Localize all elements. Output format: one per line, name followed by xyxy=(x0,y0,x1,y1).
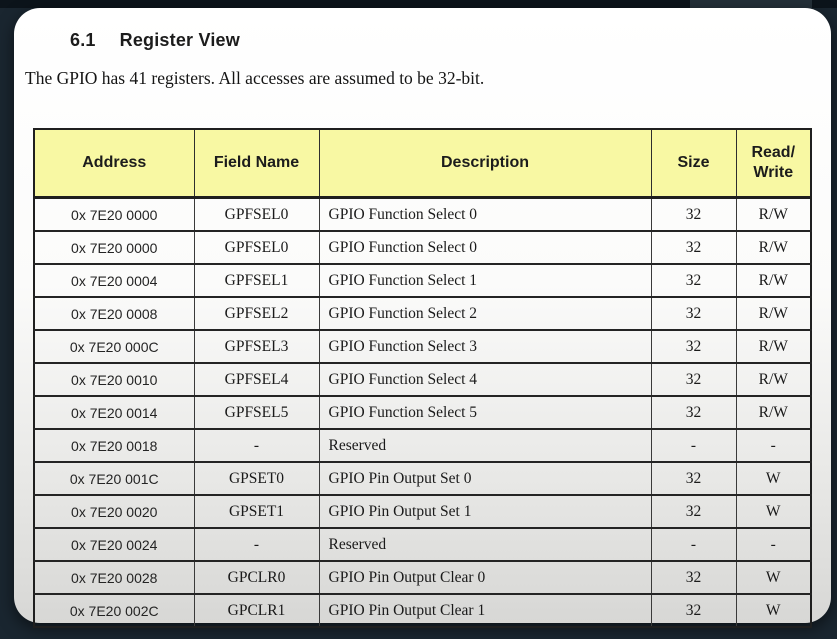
description-cell: GPIO Pin Output Set 1 xyxy=(318,495,652,528)
address-cell: 0x 7E20 0024 xyxy=(33,528,195,561)
column-header-size: Size xyxy=(650,129,737,199)
section-number: 6.1 xyxy=(70,30,96,50)
description-cell: GPIO Pin Output Set 0 xyxy=(318,462,652,495)
address-cell: 0x 7E20 0004 xyxy=(33,264,195,297)
address-cell: 0x 7E20 0000 xyxy=(33,197,195,231)
field-name-cell: - xyxy=(193,528,320,561)
size-cell: 32 xyxy=(650,495,737,528)
size-cell: - xyxy=(650,528,737,561)
top-edge-highlight xyxy=(690,0,812,8)
size-cell: 32 xyxy=(650,363,737,396)
size-cell: - xyxy=(650,429,737,462)
header-row: Address Field Name Description Size Read… xyxy=(33,129,812,199)
table-row: 0x 7E20 0000 GPFSEL0 GPIO Function Selec… xyxy=(33,231,812,264)
address-cell: 0x 7E20 002C xyxy=(33,594,195,627)
table-row: 0x 7E20 0028 GPCLR0 GPIO Pin Output Clea… xyxy=(33,561,812,594)
read-write-cell: - xyxy=(735,528,812,561)
description-cell: GPIO Pin Output Clear 1 xyxy=(318,594,652,627)
field-name-cell: GPFSEL5 xyxy=(193,396,320,429)
column-header-description: Description xyxy=(318,129,652,199)
address-cell: 0x 7E20 0018 xyxy=(33,429,195,462)
column-header-field-name: Field Name xyxy=(193,129,320,199)
field-name-cell: GPSET1 xyxy=(193,495,320,528)
description-cell: GPIO Function Select 4 xyxy=(318,363,652,396)
read-write-cell: R/W xyxy=(735,231,812,264)
address-cell: 0x 7E20 0014 xyxy=(33,396,195,429)
column-header-read-write: Read/ Write xyxy=(735,129,812,199)
address-cell: 0x 7E20 0010 xyxy=(33,363,195,396)
read-write-cell: W xyxy=(735,561,812,594)
field-name-cell: GPFSEL4 xyxy=(193,363,320,396)
read-write-cell: W xyxy=(735,462,812,495)
register-table-body: 0x 7E20 0000 GPFSEL0 GPIO Function Selec… xyxy=(33,197,812,627)
description-cell: GPIO Function Select 2 xyxy=(318,297,652,330)
field-name-cell: GPFSEL0 xyxy=(193,197,320,231)
table-row: 0x 7E20 000C GPFSEL3 GPIO Function Selec… xyxy=(33,330,812,363)
table-row: 0x 7E20 0008 GPFSEL2 GPIO Function Selec… xyxy=(33,297,812,330)
address-cell: 0x 7E20 0020 xyxy=(33,495,195,528)
description-cell: GPIO Function Select 3 xyxy=(318,330,652,363)
address-cell: 0x 7E20 0008 xyxy=(33,297,195,330)
description-cell: GPIO Function Select 1 xyxy=(318,264,652,297)
field-name-cell: GPFSEL1 xyxy=(193,264,320,297)
field-name-cell: GPCLR1 xyxy=(193,594,320,627)
address-cell: 0x 7E20 0000 xyxy=(33,231,195,264)
table-row: 0x 7E20 0004 GPFSEL1 GPIO Function Selec… xyxy=(33,264,812,297)
read-write-cell: - xyxy=(735,429,812,462)
table-row: 0x 7E20 002C GPCLR1 GPIO Pin Output Clea… xyxy=(33,594,812,627)
size-cell: 32 xyxy=(650,297,737,330)
size-cell: 32 xyxy=(650,264,737,297)
section-title: Register View xyxy=(119,30,240,50)
address-cell: 0x 7E20 001C xyxy=(33,462,195,495)
table-row: 0x 7E20 0000 GPFSEL0 GPIO Function Selec… xyxy=(33,197,812,231)
size-cell: 32 xyxy=(650,197,737,231)
description-cell: Reserved xyxy=(318,528,652,561)
register-table: Address Field Name Description Size Read… xyxy=(33,128,812,628)
table-row: 0x 7E20 0010 GPFSEL4 GPIO Function Selec… xyxy=(33,363,812,396)
table-row: 0x 7E20 0014 GPFSEL5 GPIO Function Selec… xyxy=(33,396,812,429)
top-edge-strip xyxy=(0,0,837,8)
size-cell: 32 xyxy=(650,462,737,495)
address-cell: 0x 7E20 000C xyxy=(33,330,195,363)
read-write-cell: W xyxy=(735,495,812,528)
field-name-cell: - xyxy=(193,429,320,462)
description-cell: GPIO Function Select 0 xyxy=(318,197,652,231)
read-write-cell: R/W xyxy=(735,297,812,330)
read-write-cell: W xyxy=(735,594,812,627)
table-row: 0x 7E20 0018 - Reserved - - xyxy=(33,429,812,462)
description-cell: GPIO Pin Output Clear 0 xyxy=(318,561,652,594)
size-cell: 32 xyxy=(650,594,737,627)
table-row: 0x 7E20 001C GPSET0 GPIO Pin Output Set … xyxy=(33,462,812,495)
field-name-cell: GPFSEL0 xyxy=(193,231,320,264)
read-write-cell: R/W xyxy=(735,197,812,231)
register-table-header: Address Field Name Description Size Read… xyxy=(33,129,812,199)
read-write-cell: R/W xyxy=(735,264,812,297)
size-cell: 32 xyxy=(650,561,737,594)
field-name-cell: GPCLR0 xyxy=(193,561,320,594)
read-write-cell: R/W xyxy=(735,363,812,396)
size-cell: 32 xyxy=(650,330,737,363)
description-cell: GPIO Function Select 5 xyxy=(318,396,652,429)
description-cell: GPIO Function Select 0 xyxy=(318,231,652,264)
table-row: 0x 7E20 0020 GPSET1 GPIO Pin Output Set … xyxy=(33,495,812,528)
field-name-cell: GPSET0 xyxy=(193,462,320,495)
address-cell: 0x 7E20 0028 xyxy=(33,561,195,594)
read-write-cell: R/W xyxy=(735,396,812,429)
section-heading: 6.1 Register View xyxy=(70,30,240,51)
column-header-address: Address xyxy=(33,129,195,199)
read-write-cell: R/W xyxy=(735,330,812,363)
field-name-cell: GPFSEL2 xyxy=(193,297,320,330)
size-cell: 32 xyxy=(650,396,737,429)
intro-paragraph: The GPIO has 41 registers. All accesses … xyxy=(25,68,485,88)
size-cell: 32 xyxy=(650,231,737,264)
table-row: 0x 7E20 0024 - Reserved - - xyxy=(33,528,812,561)
document-page: 6.1 Register View The GPIO has 41 registe… xyxy=(14,8,831,628)
description-cell: Reserved xyxy=(318,429,652,462)
field-name-cell: GPFSEL3 xyxy=(193,330,320,363)
